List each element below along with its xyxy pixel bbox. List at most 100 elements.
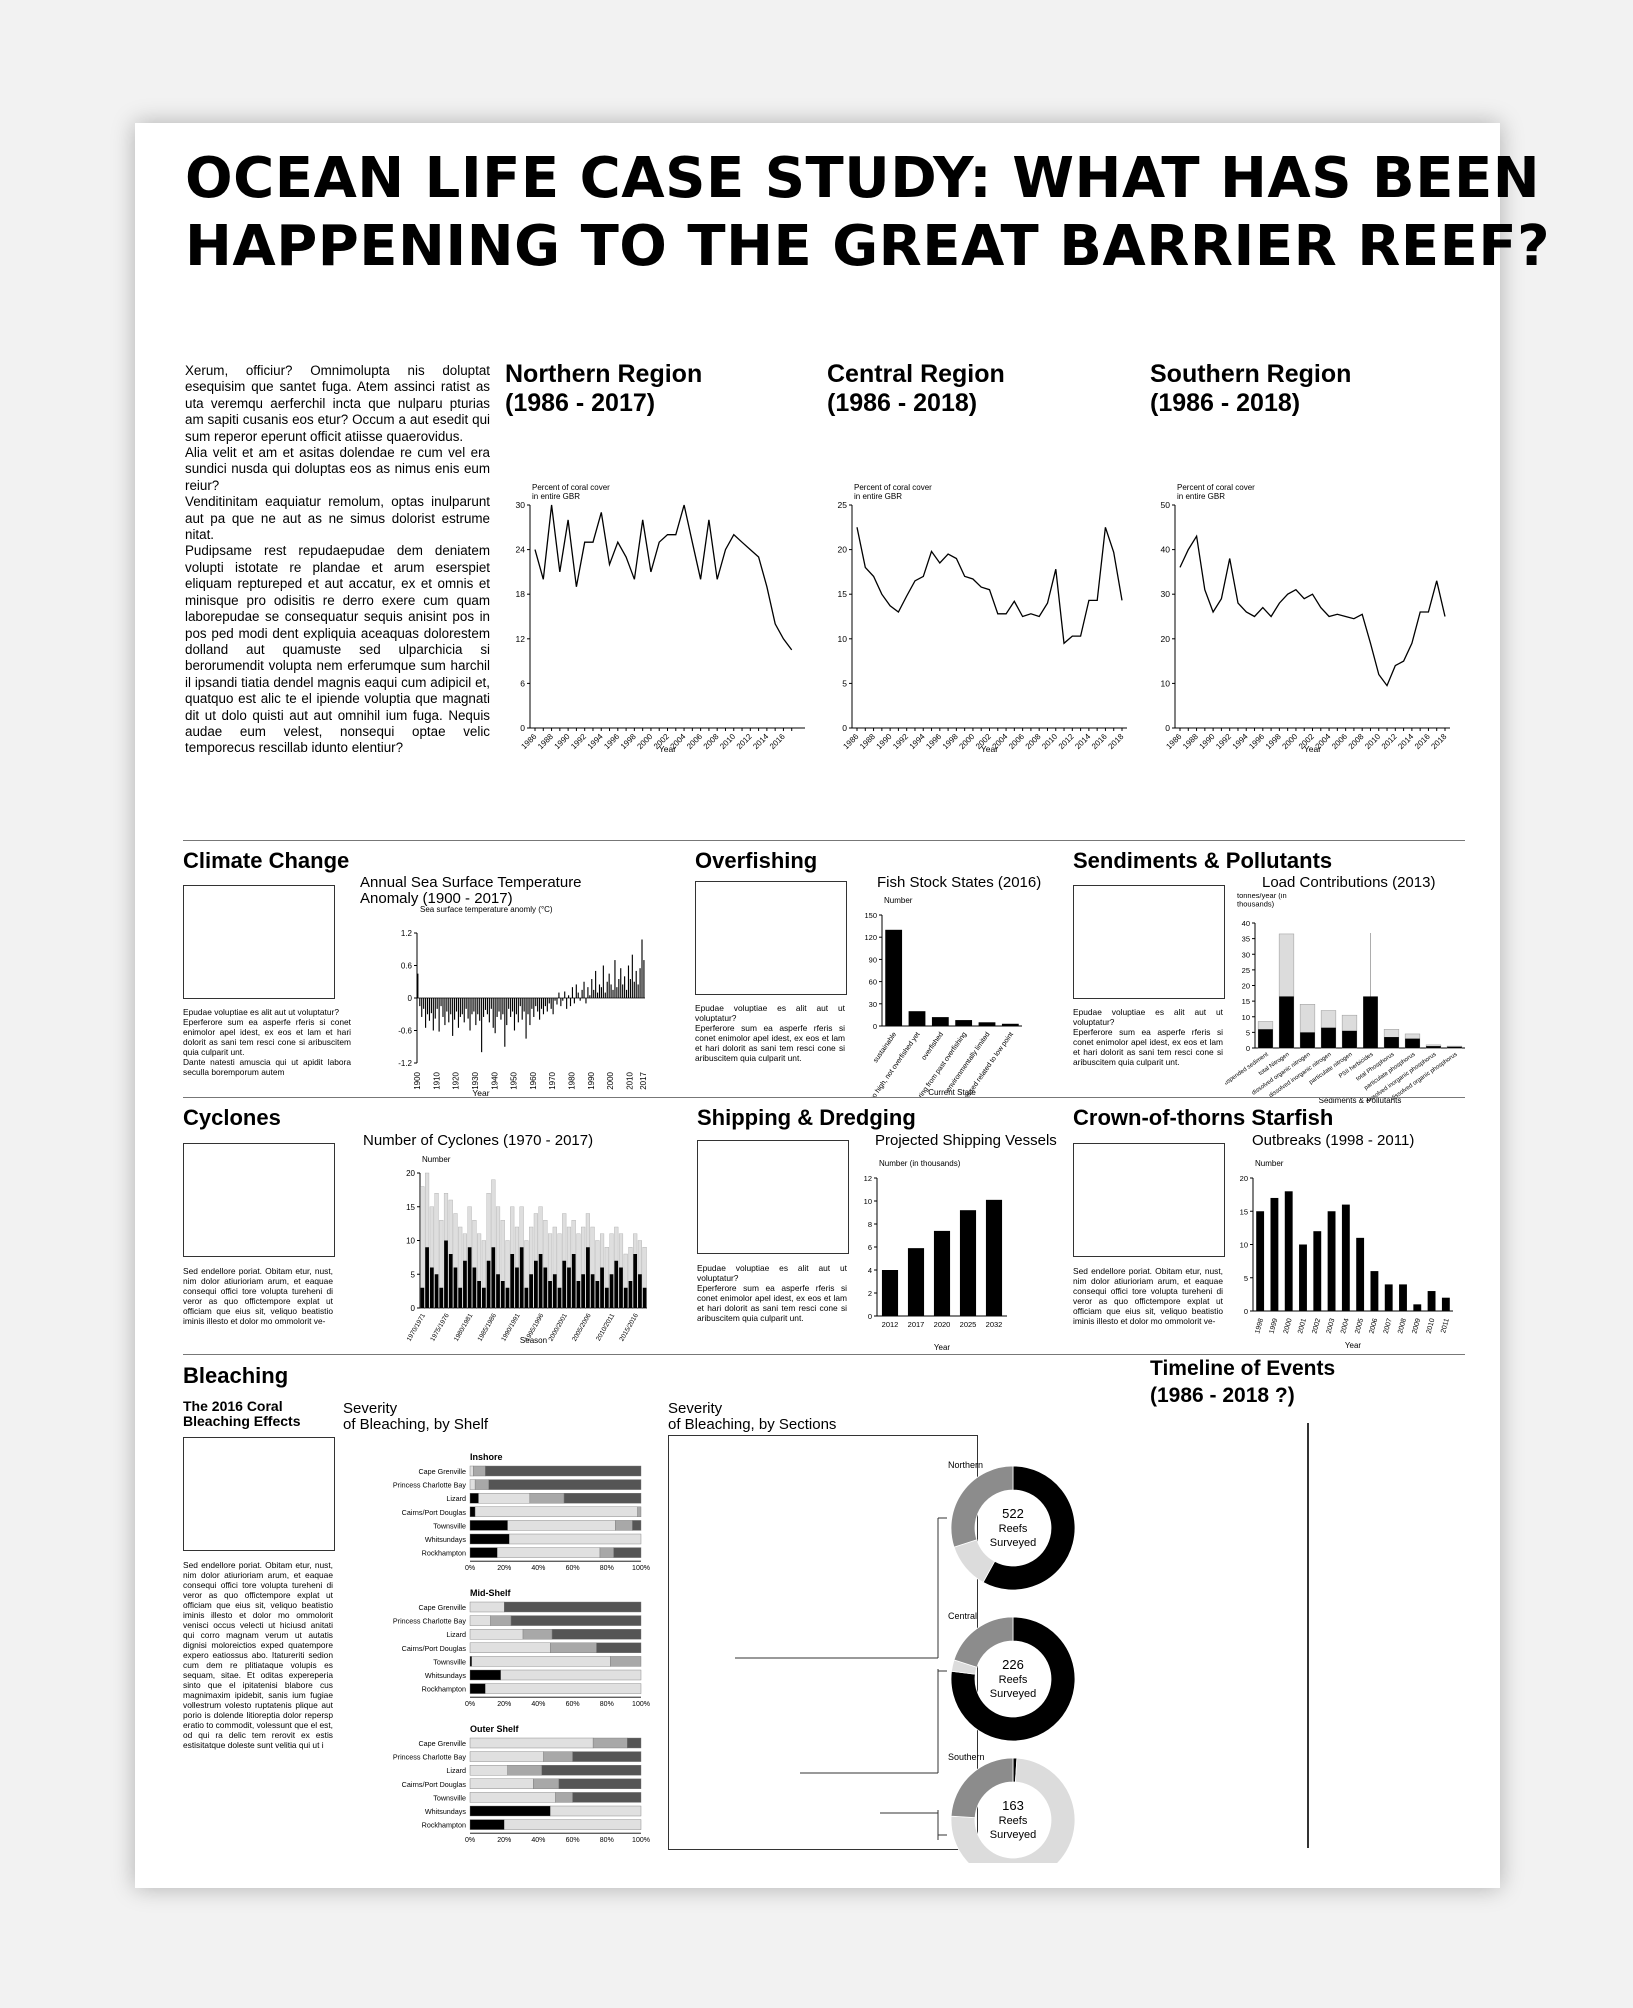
anomaly-bar <box>539 998 541 1020</box>
cyclones-chart-title: Number of Cyclones (1970 - 2017) <box>363 1132 594 1149</box>
cyclone-bar <box>477 1281 481 1308</box>
severity-segment <box>497 1547 601 1558</box>
x-tick-label: 2010 <box>626 1071 635 1089</box>
anomaly-bar <box>577 992 579 998</box>
x-tick-label: 2005/2006 <box>571 1312 593 1342</box>
y-axis-label: Number <box>884 896 913 905</box>
y-tick-label: 0 <box>873 1022 877 1031</box>
x-tick-label: 1910 <box>432 1071 441 1089</box>
y-tick-label: 10 <box>1240 1241 1248 1250</box>
location-label: Lizard <box>446 1630 466 1639</box>
shipping-heading: Shipping & Dredging <box>697 1105 916 1130</box>
y-tick-label: 20 <box>1161 634 1171 644</box>
reef-map-placeholder <box>668 1435 978 1850</box>
body-text: Epudae voluptiae es alit aut ut voluptat… <box>695 1003 845 1023</box>
divider <box>183 840 1465 841</box>
y-tick-label: 25 <box>838 500 848 510</box>
x-tick-label: 100% <box>632 1565 650 1572</box>
anomaly-bar <box>593 989 595 998</box>
body-text: Epudae voluptiae es alit aut ut voluptat… <box>183 1007 339 1017</box>
y-axis-label: Sea surface temperature anomly (°C) <box>420 905 553 914</box>
x-tick-label: 2016 <box>1413 732 1432 751</box>
severity-segment <box>469 1601 505 1613</box>
location-label: Cape Grenville <box>418 1467 466 1476</box>
anomaly-bar <box>627 965 630 998</box>
section-label: Southern <box>948 1752 985 1762</box>
y-axis-label: Number <box>422 1155 451 1164</box>
anomaly-bar <box>571 987 574 998</box>
overfishing-photo-placeholder <box>695 881 847 995</box>
chart-title-line: Severity <box>668 1400 723 1417</box>
anomaly-bar <box>622 984 624 998</box>
anomaly-bar <box>552 998 554 1015</box>
cyclone-bar <box>425 1247 429 1308</box>
y-tick-label: -0.6 <box>398 1027 412 1036</box>
cyclone-bar <box>519 1247 524 1308</box>
x-tick-label: 1992 <box>891 732 910 751</box>
severity-segment <box>555 1792 573 1803</box>
y-tick-label: 10 <box>864 1197 872 1206</box>
cyclone-bar <box>586 1247 590 1308</box>
intro-text: Xerum, officiur? Omnimolupta nis dolupta… <box>185 363 490 757</box>
x-axis-label: Year <box>934 1343 951 1352</box>
x-tick-label: 2017 <box>639 1071 648 1089</box>
cyclone-bar <box>529 1274 533 1308</box>
y-tick-label: -1.2 <box>398 1059 412 1068</box>
anomaly-bar <box>454 998 456 1020</box>
anomaly-bar <box>575 984 577 998</box>
anomaly-bar <box>568 995 570 998</box>
severity-segment <box>503 1601 642 1613</box>
x-tick-label: 1980/1981 <box>453 1312 475 1342</box>
anomaly-bar <box>465 998 467 1009</box>
severity-segment <box>533 1778 560 1789</box>
coral-bleaching-subheading: The 2016 Coral Bleaching Effects <box>183 1398 301 1429</box>
y-tick-label: 0 <box>842 723 847 733</box>
x-tick-label: 2010 <box>1426 1318 1437 1335</box>
y-tick-label: 20 <box>1242 982 1250 991</box>
bleaching-heading: Bleaching <box>183 1363 289 1388</box>
x-tick-label: 2012 <box>735 732 754 751</box>
anomaly-bar <box>560 998 562 1007</box>
anomaly-bar <box>448 998 450 1023</box>
x-tick-label: 1986 <box>1164 732 1183 751</box>
outbreak-bar <box>1399 1284 1407 1311</box>
location-label: Lizard <box>446 1494 466 1503</box>
severity-segment <box>599 1547 614 1558</box>
section-label: Central <box>948 1611 977 1621</box>
x-tick-label: 1999 <box>1269 1318 1280 1335</box>
shipping-chart-title: Projected Shipping Vessels <box>875 1132 1057 1149</box>
divider <box>183 1354 1465 1355</box>
y-tick-label: 8 <box>868 1220 872 1229</box>
body-text: Epudae voluptiae es alit aut ut voluptat… <box>1073 1007 1223 1027</box>
x-tick-label: 1988 <box>858 732 877 751</box>
load-bar <box>1426 1046 1441 1048</box>
location-label: Rockhampton <box>422 1821 466 1830</box>
x-tick-label: 2025 <box>960 1320 977 1329</box>
x-tick-label: 1970/1971 <box>406 1312 428 1342</box>
location-label: Princess Charlotte Bay <box>393 1481 467 1490</box>
outbreak-bar <box>1341 1204 1350 1311</box>
x-tick-label: 2006 <box>1007 732 1026 751</box>
cyclone-bar <box>538 1254 543 1308</box>
anomaly-bar <box>434 998 436 1019</box>
anomaly-bar <box>618 979 620 998</box>
anomaly-bar <box>426 998 429 1015</box>
x-tick-label: 1975/1976 <box>429 1312 451 1342</box>
severity-segment <box>572 1792 642 1803</box>
severity-segment <box>469 1778 534 1789</box>
donut-center-label: 163 <box>1002 1798 1024 1813</box>
donut-center-label: Surveyed <box>990 1537 1036 1549</box>
y-tick-label: 20 <box>838 545 848 555</box>
x-tick-label: 2018 <box>1106 732 1125 751</box>
anomaly-bar <box>558 992 560 998</box>
y-axis-label: tonnes/year (in <box>1237 893 1287 900</box>
anomaly-bar <box>554 998 556 1001</box>
x-tick-label: 1960 <box>529 1071 538 1089</box>
cyclone-bar <box>590 1274 595 1308</box>
anomaly-bar <box>600 987 602 998</box>
severity-segment <box>469 1520 508 1531</box>
anomaly-bar <box>425 998 427 1028</box>
y-axis-label: Number <box>1255 1159 1284 1168</box>
cots-heading: Crown-of-thorns Starfish <box>1073 1105 1334 1130</box>
cyclone-bar <box>581 1274 586 1308</box>
